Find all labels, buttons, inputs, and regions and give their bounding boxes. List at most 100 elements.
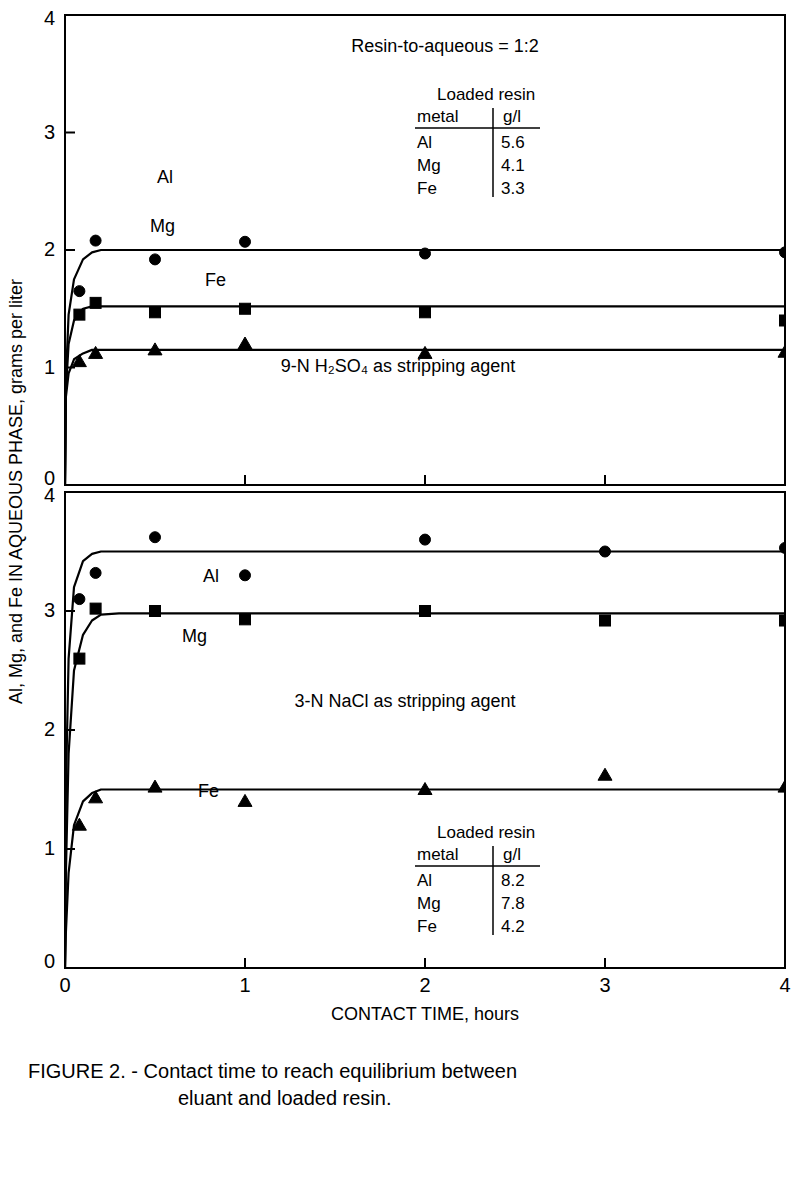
table-cell: Fe [417,179,437,198]
annotation: 3-N NaCl as stripping agent [294,691,515,711]
data-point [780,247,786,258]
y-tick-label: 3 [44,599,55,621]
data-point [90,297,101,308]
x-tick [244,958,246,968]
y-tick [65,249,75,251]
y-tick-label: 3 [44,121,55,143]
background [0,0,795,1177]
annotation: Resin-to-aqueous = 1:2 [351,36,539,56]
x-tick-label: 3 [599,974,610,996]
y-tick-label: 4 [44,7,55,29]
data-point [74,594,85,605]
loaded-resin-table: Loaded resinmetalg/lAl5.6Mg4.1Fe3.3 [415,85,540,198]
y-tick [65,14,75,16]
table-rule [415,127,540,129]
data-point [238,794,252,806]
x-tick [244,475,246,485]
data-point [72,355,86,367]
table-cell: Mg [417,894,441,913]
fit-curve [65,306,785,485]
table-cell: 3.3 [501,179,525,198]
data-point [418,783,432,795]
data-point [780,615,786,626]
loaded-resin-table: Loaded resinmetalg/lAl8.2Mg7.8Fe4.2 [415,823,540,936]
panel: 0 1 2 3 4 0 1 2 3 4 Al Mg Fe 3-N NaCl as stripping ag… [44,484,792,996]
data-point [74,653,85,664]
table-cell: Fe [417,917,437,936]
x-axis-label: CONTACT TIME, hours [331,1004,519,1024]
x-tick [604,958,606,968]
table-title: Loaded resin [437,823,535,842]
y-tick-label: 1 [44,356,55,378]
table-header: g/l [503,845,521,864]
data-point [148,780,162,792]
data-point [238,337,252,349]
data-point [778,780,785,792]
plot-frame [65,492,785,968]
data-point [148,343,162,355]
fit-curve [65,613,785,968]
data-layer [65,235,785,485]
caption: FIGURE 2. - Contact time to reach equili… [28,1060,517,1082]
data-point [420,248,431,259]
y-tick-label: 2 [44,238,55,260]
data-layer [65,532,785,968]
series-label: Mg [150,216,175,236]
data-point [74,286,85,297]
data-point [598,768,612,780]
data-point [89,346,103,358]
data-point [150,254,161,265]
fit-curve [65,250,785,485]
series-label: Fe [205,270,226,290]
data-point [240,303,251,314]
x-tick-label: 4 [779,974,790,996]
data-point [240,614,251,625]
table-cell: 8.2 [501,871,525,890]
y-tick-label: 0 [44,950,55,972]
table-divider [492,846,494,935]
data-point [600,546,611,557]
fit-curve [65,790,785,969]
y-tick-label: 2 [44,718,55,740]
x-tick [784,958,786,968]
table-header: g/l [503,107,521,126]
series-label: Mg [182,626,207,646]
data-point [778,345,785,357]
fit-curve [65,552,785,969]
data-point [780,315,786,326]
table-title: Loaded resin [437,85,535,104]
panel: 01234AlMgFeResin-to-aqueous = 1:29-N H₂S… [44,7,792,489]
data-point [89,791,103,803]
table-cell: Al [417,871,432,890]
table-cell: 4.1 [501,156,525,175]
data-point [150,532,161,543]
y-tick [65,491,75,493]
table-header: metal [417,845,459,864]
x-tick-label: 0 [59,974,70,996]
x-tick-label: 2 [419,974,430,996]
table-cell: Mg [417,156,441,175]
data-point [600,615,611,626]
table-cell: 7.8 [501,894,525,913]
y-axis-label: Al, Mg, and Fe IN AQUEOUS PHASE, grams p… [6,279,26,704]
plot-frame [65,15,785,485]
x-tick [424,475,426,485]
data-point [150,606,161,617]
data-point [420,534,431,545]
data-point [420,606,431,617]
y-tick [65,132,75,134]
data-point [780,542,786,553]
caption: eluant and loaded resin. [178,1087,392,1109]
x-tick [604,475,606,485]
series-label: Fe [198,781,219,801]
y-tick-label: 4 [44,484,55,506]
x-tick-label: 1 [239,974,250,996]
fit-curve [65,350,785,485]
data-point [74,309,85,320]
table-divider [492,108,494,197]
y-tick-label: 1 [44,837,55,859]
data-point [240,236,251,247]
data-point [240,570,251,581]
data-point [90,235,101,246]
y-tick [65,967,75,969]
